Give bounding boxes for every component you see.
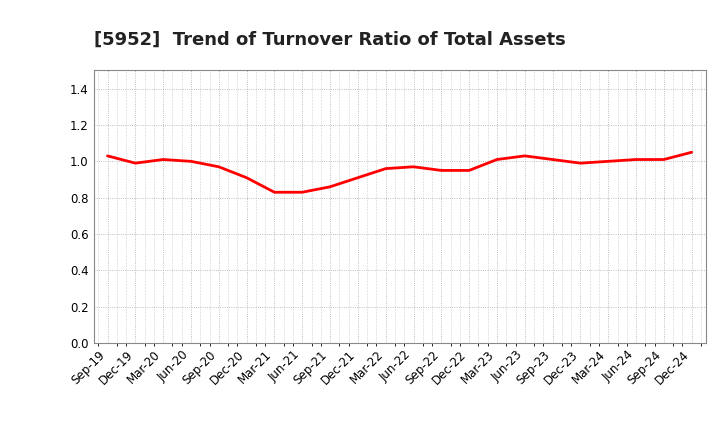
Text: [5952]  Trend of Turnover Ratio of Total Assets: [5952] Trend of Turnover Ratio of Total … [94, 31, 565, 49]
